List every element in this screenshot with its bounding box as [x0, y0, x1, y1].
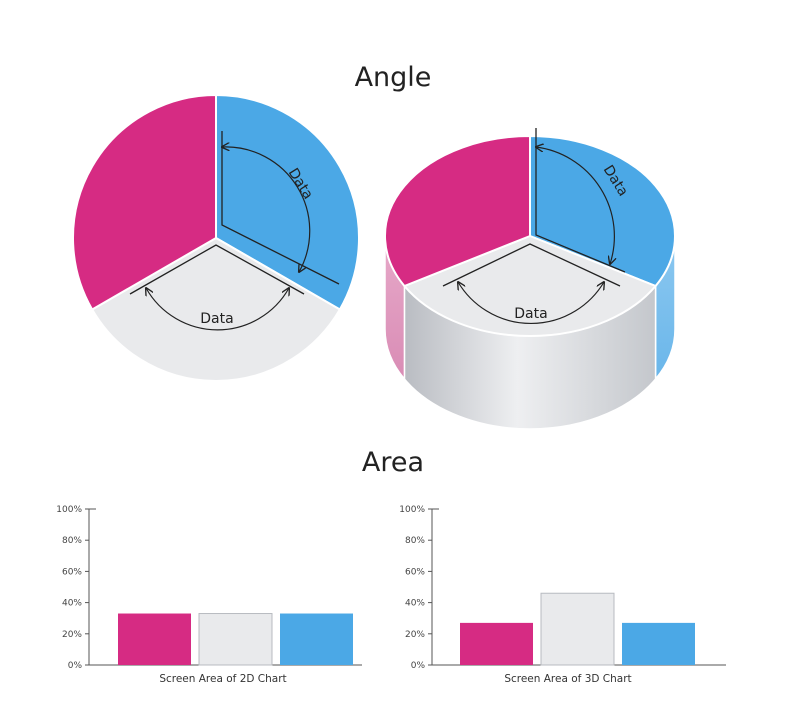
area-section-title: Area	[361, 447, 425, 478]
bar-3d-y-tick-label-0: 0%	[411, 661, 426, 671]
bar-2d-y-tick-label-4: 80%	[62, 536, 82, 546]
bar-2d-y-tick-label-1: 20%	[62, 630, 82, 640]
bar-2d-x-label: Screen Area of 2D Chart	[159, 673, 286, 685]
bar-3d-y-tick-label-3: 60%	[405, 567, 425, 577]
bar-2d-y-tick-label-3: 60%	[62, 567, 82, 577]
bar-2d-bar-0	[118, 613, 191, 665]
bar-3d-bar-2	[622, 622, 695, 665]
bar-3d-x-label: Screen Area of 3D Chart	[504, 673, 631, 685]
bar-2d-y-tick-label-2: 40%	[62, 599, 82, 609]
bar-2d-y-tick-label-0: 0%	[68, 661, 83, 671]
bar-chart-3d: 0% 20% 40% 60% 80% 100% Screen Area of 3D Char…	[399, 505, 726, 685]
bar-3d-y-tick-label-5: 100%	[399, 505, 425, 515]
bar-3d-bar-0	[460, 622, 533, 665]
pie-3d-slice-2	[384, 134, 531, 288]
angle-section-title: Angle	[354, 62, 432, 93]
pie-chart-2d	[72, 93, 360, 382]
bar-3d-y-tick-label-4: 80%	[405, 536, 425, 546]
bar-3d-bar-1	[540, 592, 615, 666]
pie-3d-annotation-bottom: Data	[514, 306, 547, 322]
bar-chart-2d: 0% 20% 40% 60% 80% 100% Screen Area of 2D Char…	[56, 505, 362, 685]
pie-chart-3d	[384, 134, 676, 430]
pie-2d-annotation-bottom: Data	[200, 311, 233, 327]
pie-2d-slice-2	[72, 93, 217, 311]
bar-3d-y-tick-label-1: 20%	[405, 630, 425, 640]
bar-2d-bar-1	[198, 613, 273, 666]
bar-3d-y-tick-label-2: 40%	[405, 599, 425, 609]
bar-2d-bar-2	[280, 613, 353, 665]
pie-2d-slice-1	[90, 236, 342, 382]
bar-2d-y-tick-label-5: 100%	[56, 505, 82, 515]
